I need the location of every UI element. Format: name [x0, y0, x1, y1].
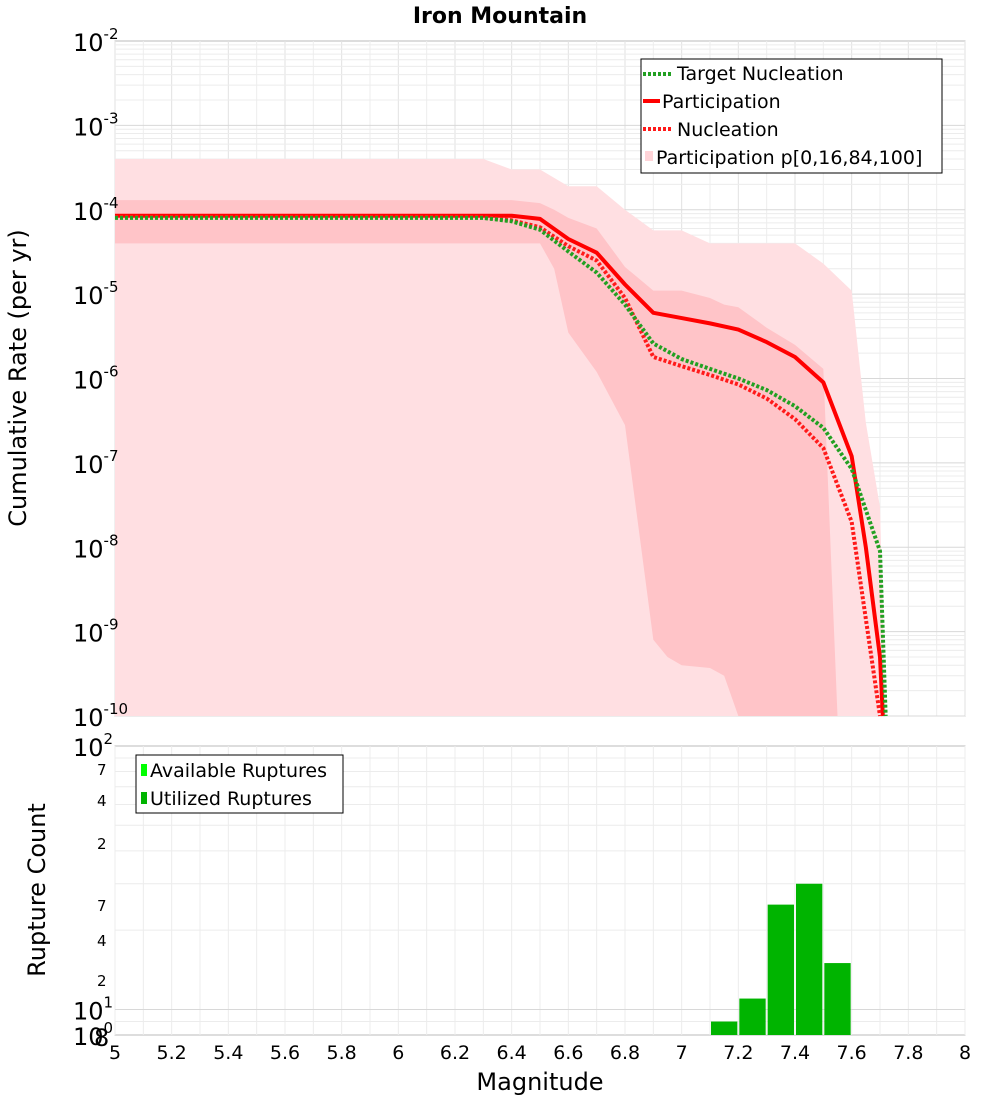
count-legend-box — [135, 754, 344, 814]
x-tick-label: 7.8 — [893, 1042, 923, 1064]
series-line-target-nucleation — [115, 215, 888, 717]
count-y-minor-label: 2 — [97, 835, 107, 853]
x-tick-label: 6.6 — [553, 1042, 583, 1064]
rate-plot: 10-10 10-9 10-8 10-7 10-6 10-5 10-4 10-3 10-2 Cu… — [4, 25, 966, 732]
count-y-axis-label: Rupture Count — [23, 803, 51, 977]
count-x-ticks: 5 5.2 5.4 5.6 5.8 6 6.2 6.4 6.6 6.8 7 7.2 7.4 7.6 7.8 8 — [109, 1042, 971, 1064]
rate-y-tick-label: 10-6 — [73, 363, 119, 395]
rate-y-tick-label: 10-3 — [73, 109, 119, 141]
count-y-tick-label: 102 — [73, 730, 113, 762]
chart-title: Iron Mountain — [413, 4, 587, 29]
x-tick-label: 5.4 — [213, 1042, 243, 1064]
rate-y-tick-label: 10-8 — [73, 531, 119, 563]
rate-y-tick-label: 10-7 — [73, 447, 119, 479]
rate-lines — [115, 213, 888, 717]
count-y-minor-label: 8 — [94, 1024, 109, 1052]
x-tick-label: 5.2 — [157, 1042, 187, 1064]
rate-bands — [115, 158, 886, 717]
legend-swatch-participation-band — [645, 151, 653, 161]
count-y-tick-label: 100 — [73, 1019, 113, 1051]
x-tick-label: 7.4 — [780, 1042, 810, 1064]
count-y-minor-label: 4 — [97, 932, 107, 950]
x-tick-label: 6 — [392, 1042, 404, 1064]
x-tick-label: 6.4 — [497, 1042, 527, 1064]
count-y-tick-label: 101 — [73, 993, 113, 1025]
legend-label-participation: Participation — [662, 91, 781, 113]
rate-y-tick-label: 10-4 — [73, 194, 119, 226]
rate-legend: Target Nucleation Participation Nucleati… — [640, 58, 943, 174]
legend-label-utilized: Utilized Ruptures — [150, 788, 312, 810]
legend-label-target-nucleation: Target Nucleation — [676, 63, 844, 85]
count-legend: Available Ruptures Utilized Ruptures — [135, 754, 344, 814]
rate-legend-box — [640, 58, 943, 174]
x-tick-label: 6.2 — [440, 1042, 470, 1064]
count-y-minor-label: 7 — [97, 897, 107, 915]
legend-swatch-utilized — [141, 792, 147, 804]
count-bar — [796, 883, 823, 1035]
x-tick-label: 7.2 — [723, 1042, 753, 1064]
count-bar — [767, 904, 794, 1035]
count-bar — [739, 998, 766, 1035]
x-tick-label: 7 — [676, 1042, 688, 1064]
count-bars — [711, 883, 851, 1035]
x-tick-label: 7.6 — [837, 1042, 867, 1064]
legend-label-available: Available Ruptures — [150, 760, 327, 782]
rate-y-tick-label: 10-2 — [73, 25, 119, 57]
rate-y-tick-label: 10-10 — [73, 700, 128, 732]
count-bar — [824, 963, 851, 1035]
band-inner — [115, 200, 838, 716]
legend-label-nucleation: Nucleation — [677, 119, 779, 141]
rate-y-tick-label: 10-5 — [73, 278, 119, 310]
x-tick-label: 5 — [109, 1042, 121, 1064]
rate-y-ticks: 10-10 10-9 10-8 10-7 10-6 10-5 10-4 10-3 10-2 — [73, 25, 128, 732]
x-axis-label: Magnitude — [476, 1068, 603, 1096]
x-tick-label: 5.8 — [327, 1042, 357, 1064]
x-tick-label: 5.6 — [270, 1042, 300, 1064]
count-bar — [711, 1021, 738, 1035]
legend-swatch-available — [141, 764, 147, 776]
x-tick-label: 6.8 — [610, 1042, 640, 1064]
count-y-minor-label: 2 — [97, 972, 107, 990]
legend-label-participation-band: Participation p[0,16,84,100] — [656, 147, 922, 169]
x-tick-label: 8 — [959, 1042, 971, 1064]
count-y-minor-label: 4 — [97, 792, 107, 810]
rate-y-tick-label: 10-9 — [73, 616, 119, 648]
count-y-minor-label: 7 — [97, 761, 107, 779]
rate-y-axis-label: Cumulative Rate (per yr) — [4, 229, 32, 527]
